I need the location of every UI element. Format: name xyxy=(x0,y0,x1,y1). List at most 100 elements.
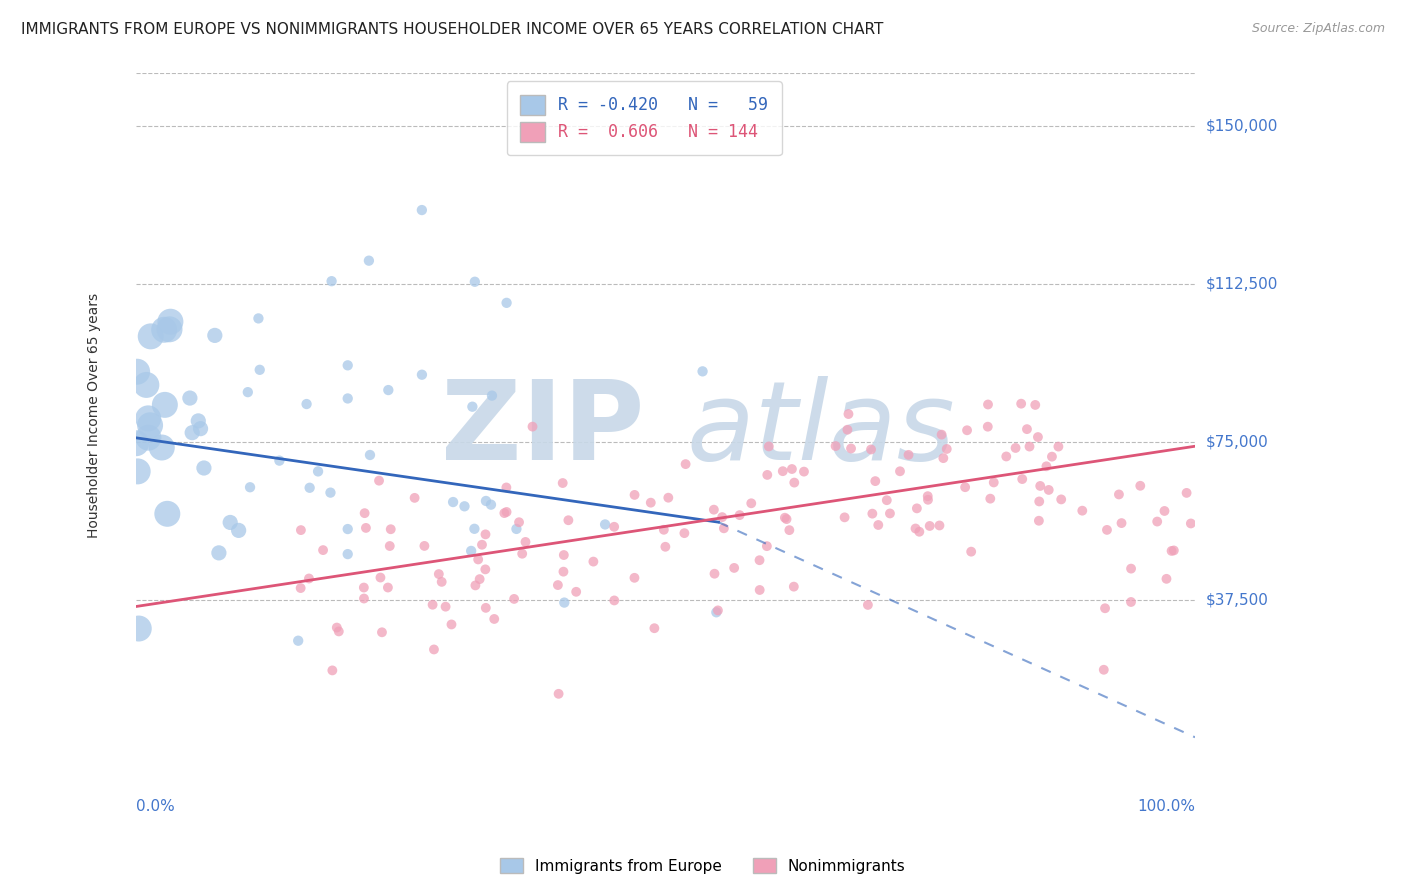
Point xyxy=(239,480,262,494)
Point xyxy=(557,513,579,527)
Point xyxy=(179,391,201,405)
Point xyxy=(495,480,517,494)
Text: $37,500: $37,500 xyxy=(1206,592,1270,607)
Point xyxy=(269,453,291,467)
Point xyxy=(917,489,939,503)
Point xyxy=(582,555,605,569)
Point xyxy=(1129,479,1152,493)
Point xyxy=(471,538,494,552)
Point xyxy=(839,442,862,456)
Point xyxy=(404,491,426,505)
Point xyxy=(353,581,375,595)
Point xyxy=(778,523,800,537)
Point xyxy=(756,467,779,482)
Point xyxy=(1047,440,1070,454)
Point xyxy=(1071,504,1094,518)
Point xyxy=(1010,397,1032,411)
Point xyxy=(354,521,377,535)
Point xyxy=(1119,595,1142,609)
Point xyxy=(904,522,927,536)
Point xyxy=(1024,398,1046,412)
Point xyxy=(917,492,939,507)
Point xyxy=(136,411,159,425)
Point xyxy=(357,253,380,268)
Point xyxy=(153,323,176,337)
Point xyxy=(460,544,482,558)
Point xyxy=(1029,479,1052,493)
Point xyxy=(1018,440,1040,454)
Point xyxy=(236,385,259,400)
Point xyxy=(553,565,575,579)
Point xyxy=(336,392,359,406)
Point xyxy=(897,448,920,462)
Point xyxy=(723,561,745,575)
Point xyxy=(783,475,806,490)
Point xyxy=(1038,483,1060,497)
Point xyxy=(321,274,343,288)
Point xyxy=(1050,492,1073,507)
Point xyxy=(187,414,209,428)
Point xyxy=(463,522,485,536)
Point xyxy=(125,436,148,450)
Point xyxy=(505,522,527,536)
Point xyxy=(860,442,883,457)
Point xyxy=(135,378,157,392)
Point xyxy=(1028,494,1050,508)
Point xyxy=(1163,543,1185,558)
Point xyxy=(953,480,976,494)
Point xyxy=(377,383,399,397)
Point xyxy=(326,621,349,635)
Point xyxy=(1108,487,1130,501)
Point xyxy=(748,582,770,597)
Point xyxy=(603,593,626,607)
Point xyxy=(553,548,575,562)
Point xyxy=(860,507,883,521)
Point xyxy=(193,461,215,475)
Point xyxy=(468,572,491,586)
Point xyxy=(706,605,728,619)
Point xyxy=(359,448,381,462)
Point xyxy=(422,598,444,612)
Point xyxy=(423,642,446,657)
Point xyxy=(623,488,645,502)
Point xyxy=(474,562,496,576)
Point xyxy=(918,519,941,533)
Point xyxy=(547,687,569,701)
Point xyxy=(547,578,569,592)
Point xyxy=(1028,514,1050,528)
Point xyxy=(977,419,1000,434)
Point xyxy=(510,547,533,561)
Point xyxy=(960,544,983,558)
Point xyxy=(467,552,489,566)
Point xyxy=(643,621,665,635)
Point xyxy=(427,567,450,582)
Point xyxy=(319,485,342,500)
Point xyxy=(204,328,226,343)
Point xyxy=(411,202,433,217)
Point xyxy=(377,581,399,595)
Point xyxy=(1015,422,1038,436)
Text: IMMIGRANTS FROM EUROPE VS NONIMMIGRANTS HOUSEHOLDER INCOME OVER 65 YEARS CORRELA: IMMIGRANTS FROM EUROPE VS NONIMMIGRANTS … xyxy=(21,22,883,37)
Point xyxy=(1175,486,1198,500)
Point xyxy=(711,510,734,524)
Point xyxy=(495,296,517,310)
Point xyxy=(461,400,484,414)
Point xyxy=(1094,601,1116,615)
Point xyxy=(328,624,350,639)
Point xyxy=(219,516,242,530)
Point xyxy=(834,510,856,524)
Point xyxy=(353,591,375,606)
Point xyxy=(928,518,950,533)
Point xyxy=(824,439,846,453)
Point xyxy=(156,507,179,521)
Point xyxy=(464,275,486,289)
Point xyxy=(1011,472,1033,486)
Point xyxy=(758,439,780,453)
Point xyxy=(905,501,928,516)
Point xyxy=(1156,572,1178,586)
Point xyxy=(793,465,815,479)
Point xyxy=(772,464,794,478)
Point xyxy=(983,475,1005,490)
Point xyxy=(368,474,391,488)
Point xyxy=(503,591,526,606)
